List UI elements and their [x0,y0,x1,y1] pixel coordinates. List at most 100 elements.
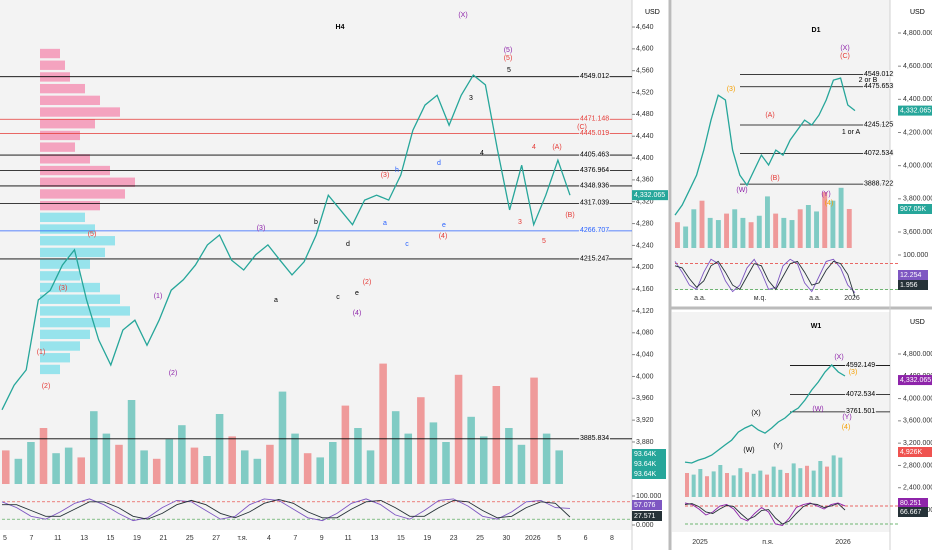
volume-marker [898,204,932,214]
volume-bar [811,470,816,497]
wave-label: (X) [840,45,849,52]
volume-bar [707,217,713,248]
profile-bar [40,224,95,234]
wave-label: (W) [736,187,747,194]
stoch-marker [632,511,662,521]
profile-bar [40,83,85,94]
y-tick-label: 4,360 [636,177,654,184]
profile-bar [40,60,65,70]
volume-marker-label: 4,926K [900,449,923,456]
volume-bar [731,475,736,497]
volume-bar [797,209,803,248]
wave-label: (W) [812,406,823,413]
wave-label: (2) [169,370,178,377]
stoch-d [674,260,856,298]
profile-bar [40,177,135,187]
stoch-tick-label: 100.000 [903,252,928,259]
wave-label: (Y) [773,443,782,450]
volume-bar [341,405,350,484]
volume-bar [698,469,703,497]
wave-label: (1) [37,349,46,356]
level-label: 4215.247 [580,255,609,262]
stoch-k [674,258,856,294]
wave-label: 3 [469,95,473,102]
volume-bar [781,217,787,248]
y-tick-label: 3,880 [636,439,654,446]
volume-bar [838,457,843,497]
x-tick-label: 13 [371,535,379,542]
volume-bar [740,217,746,248]
volume-bar [190,447,199,484]
stoch-marker-label: 27.571 [634,513,656,520]
level-label: 4475.653 [864,83,893,90]
profile-bar [40,130,80,141]
x-tick-label: 25 [476,535,484,542]
x-tick-label: 4 [267,535,271,542]
wave-label: (B) [565,212,574,219]
stoch-d [684,503,846,525]
unit-label: USD [910,9,925,16]
y-tick-label: 2,800.000 [903,462,932,469]
volume-marker [632,469,666,479]
profile-bar [40,353,70,363]
y-tick-label: 4,800.000 [903,30,932,37]
volume-bar [454,374,463,484]
y-tick-label: 4,080 [636,330,654,337]
level-label: 3761.501 [846,408,875,415]
volume-marker-label: 93.64K [634,451,657,458]
volume-bar [52,453,60,484]
x-tick-label: 25 [186,535,194,542]
y-tick-label: 4,040 [636,351,654,358]
x-tick-label: 15 [397,535,405,542]
profile-bar [40,212,85,223]
w1-pane [672,312,890,532]
price-line [674,77,856,216]
volume-bar [732,209,738,248]
x-tick-label: 21 [159,535,167,542]
x-tick-label: 7 [293,535,297,542]
volume-bar [785,473,789,497]
wave-label: (A) [765,112,774,119]
level-label: 3885.834 [580,435,609,442]
wave-label: 1 or A [842,129,861,136]
profile-bar [40,317,110,328]
level-label: 4471.148 [580,116,609,123]
profile-bar [40,189,125,199]
x-tick-label: 30 [503,535,511,542]
profile-bar [40,95,100,106]
y-tick-label: 4,560 [636,68,654,75]
wave-label: c [336,294,340,301]
wave-label: (2) [363,279,372,286]
volume-bar [366,450,375,484]
x-tick-label: 23 [450,535,458,542]
wave-label: e [355,290,359,297]
wave-label: (5) [504,47,513,54]
volume-bar [253,458,262,484]
level-label: 4348.936 [580,182,609,189]
volume-bar [467,416,475,484]
y-tick-label: 4,000.000 [903,163,932,170]
y-tick-label: 4,400 [636,155,654,162]
wave-label: (4) [825,200,834,207]
y-tick-label: 4,600 [636,46,654,53]
volume-bar [814,211,819,248]
y-tick-label: 4,240 [636,242,654,249]
volume-bar [152,458,161,484]
profile-bar [40,282,100,293]
volume-bar [102,433,111,484]
volume-bar [115,444,123,484]
volume-bar [831,455,836,497]
volume-bar [90,411,98,484]
volume-bar [718,465,723,497]
wave-label: 4 [532,144,536,151]
y-tick-label: 4,120 [636,308,654,315]
volume-bar [705,476,709,497]
profile-bar [40,200,100,211]
x-tick-label: 19 [423,535,431,542]
x-tick-label: a.a. [694,295,706,302]
y-tick-label: 3,200.000 [903,440,932,447]
volume-bar [724,213,729,248]
wave-label: a [274,297,278,304]
chart-title: H4 [336,24,345,31]
